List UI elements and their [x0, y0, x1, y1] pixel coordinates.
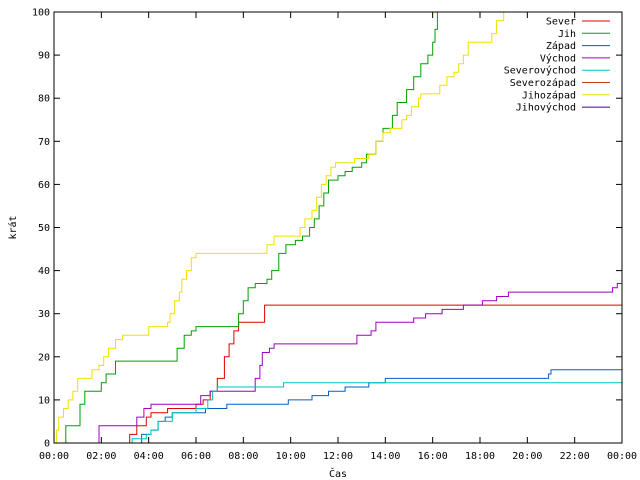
y-tick-label: 10	[38, 395, 50, 406]
legend-label-3: Východ	[540, 52, 576, 64]
legend-label-4: Severovýchod	[504, 65, 576, 77]
x-tick-label: 14:00	[370, 451, 400, 462]
series-line-2	[125, 369, 622, 444]
legend-label-7: Jihovýchod	[516, 102, 576, 114]
x-tick-label: 00:00	[39, 451, 69, 462]
series-line-6	[54, 12, 505, 444]
series-line-3	[94, 279, 623, 444]
legend: SeverJihZápadVýchodSeverovýchodSeverozáp…	[504, 17, 610, 114]
axis-ticks	[53, 11, 623, 444]
y-tick-label: 30	[38, 309, 50, 320]
legend-label-6: Jihozápad	[522, 89, 576, 101]
y-tick-label: 70	[38, 137, 50, 148]
y-axis-label: krát	[7, 215, 19, 239]
x-axis-label: Čas	[329, 467, 347, 480]
legend-label-0: Sever	[546, 17, 576, 28]
y-tick-label: 0	[44, 439, 50, 450]
y-tick-label: 80	[38, 94, 50, 105]
y-tick-label: 100	[32, 8, 50, 19]
legend-label-1: Jih	[558, 29, 576, 40]
x-tick-label: 18:00	[465, 451, 495, 462]
y-tick-label: 60	[38, 180, 50, 191]
axis-tick-labels: 0 10 20 30 40 50 60 70 80 90 100 00:00 02:00 04:00 06:…	[32, 8, 637, 463]
x-tick-label: 12:00	[323, 451, 353, 462]
x-tick-label: 10:00	[276, 451, 306, 462]
y-tick-label: 40	[38, 266, 50, 277]
series-line-1	[54, 12, 438, 444]
x-tick-label: 04:00	[134, 451, 164, 462]
x-tick-label: 22:00	[560, 451, 590, 462]
legend-label-2: Západ	[546, 40, 576, 52]
x-tick-label: 08:00	[228, 451, 258, 462]
x-tick-label: 00:00	[607, 451, 637, 462]
x-tick-label: 02:00	[86, 451, 116, 462]
series-lines	[54, 12, 623, 444]
x-tick-label: 06:00	[181, 451, 211, 462]
y-tick-label: 90	[38, 51, 50, 62]
series-line-0	[122, 304, 622, 444]
series-line-4	[125, 382, 622, 444]
y-tick-label: 20	[38, 352, 50, 363]
x-tick-label: 20:00	[512, 451, 542, 462]
y-tick-label: 50	[38, 223, 50, 234]
legend-label-5: Severozápad	[510, 77, 576, 89]
x-tick-label: 16:00	[418, 451, 448, 462]
